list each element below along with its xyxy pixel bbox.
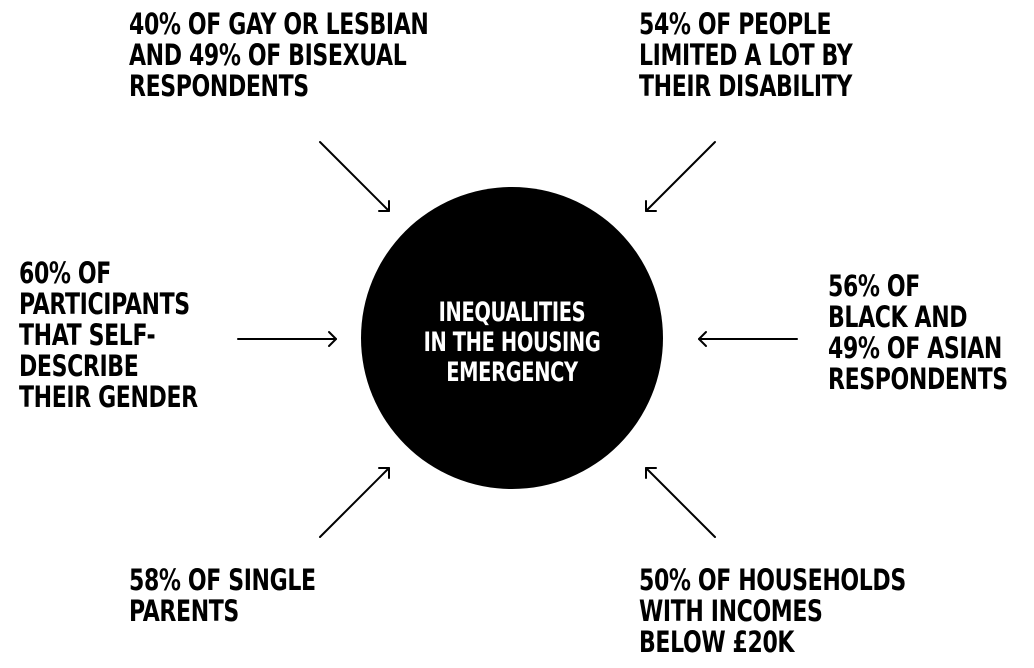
center-circle: INEQUALITIES IN THE HOUSING EMERGENCY xyxy=(361,187,663,489)
stat-line: 56% OF xyxy=(828,269,920,303)
stat-line: LIMITED A LOT BY xyxy=(639,38,853,72)
stat-line: RESPONDENTS xyxy=(129,69,309,103)
stat-line: PARTICIPANTS xyxy=(19,287,190,321)
center-title-line: INEQUALITIES xyxy=(438,297,586,328)
center-title-line: IN THE HOUSING xyxy=(423,327,601,358)
stat-line: 50% OF HOUSEHOLDS xyxy=(639,563,906,597)
stat-line: AND 49% OF BISEXUAL xyxy=(129,38,407,72)
center-title: INEQUALITIES IN THE HOUSING EMERGENCY xyxy=(361,298,663,388)
stat-line: BLACK AND xyxy=(828,300,968,334)
stat-line: 54% OF PEOPLE xyxy=(639,7,832,41)
stat-line: THEIR DISABILITY xyxy=(639,69,852,103)
stat-line: 40% OF GAY OR LESBIAN xyxy=(129,7,429,41)
arrow-top-right xyxy=(645,141,716,212)
stat-single-parents: 58% OF SINGLE PARENTS xyxy=(129,565,316,627)
stat-line: RESPONDENTS xyxy=(828,362,1008,396)
stat-disability: 54% OF PEOPLE LIMITED A LOT BY THEIR DIS… xyxy=(639,7,853,103)
center-title-line: EMERGENCY xyxy=(446,357,578,388)
arrow-left xyxy=(237,331,337,347)
stat-self-describe-gender: 60% OF PARTICIPANTS THAT SELF- DESCRIBE … xyxy=(19,258,198,413)
stat-black-asian: 56% OF BLACK AND 49% OF ASIAN RESPONDENT… xyxy=(828,271,1008,395)
stat-line: 60% OF xyxy=(19,256,111,290)
stat-line: 58% OF SINGLE xyxy=(129,563,316,597)
arrow-right xyxy=(698,331,798,347)
stat-line: PARENTS xyxy=(129,594,239,628)
stat-line: WITH INCOMES xyxy=(639,594,823,628)
stat-line: DESCRIBE xyxy=(19,349,139,383)
stat-line: THEIR GENDER xyxy=(19,380,198,414)
stat-gay-lesbian-bisexual: 40% OF GAY OR LESBIAN AND 49% OF BISEXUA… xyxy=(129,7,429,103)
stat-line: BELOW £20K xyxy=(639,625,795,659)
arrow-bottom-right xyxy=(645,467,716,538)
stat-low-income-households: 50% OF HOUSEHOLDS WITH INCOMES BELOW £20… xyxy=(639,565,906,658)
arrow-bottom-left xyxy=(319,467,390,538)
stat-line: 49% OF ASIAN xyxy=(828,331,1002,365)
stat-line: THAT SELF- xyxy=(19,318,156,352)
arrow-top-left xyxy=(319,141,390,212)
